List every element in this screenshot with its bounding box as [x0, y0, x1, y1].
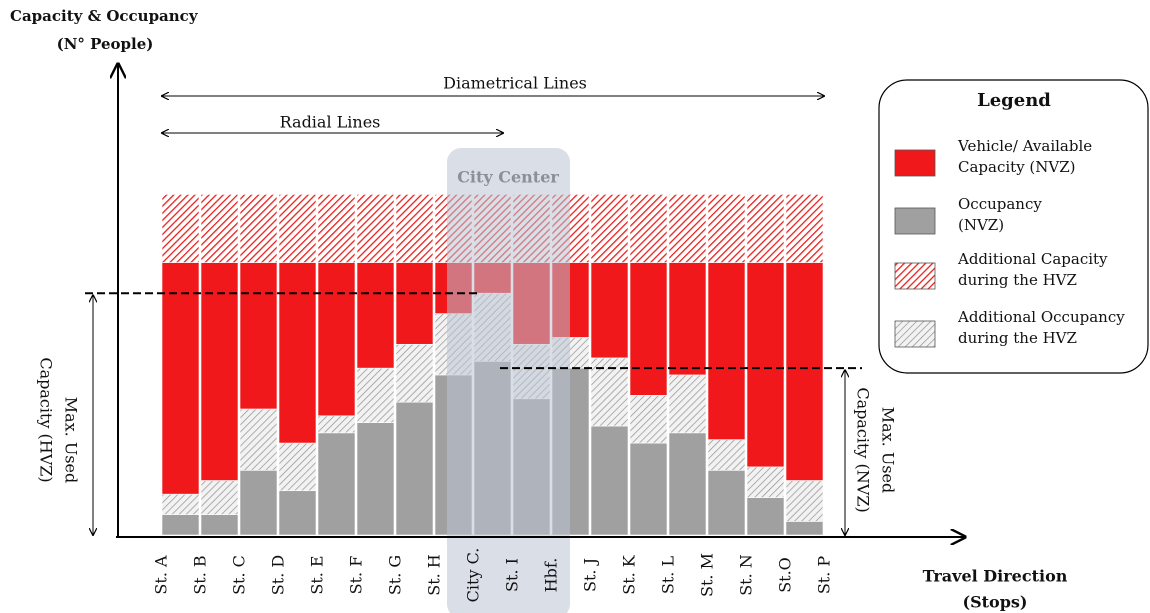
bar-segment [668, 262, 707, 376]
legend-swatch [894, 320, 936, 348]
x-tick-label: Hbf. [542, 558, 561, 593]
x-tick-label: St. M [698, 553, 717, 597]
bar-segment [629, 442, 668, 536]
bar-segment [746, 194, 785, 263]
legend-label: Vehicle/ Available [957, 137, 1092, 155]
bar-segment [356, 422, 395, 536]
bar-segment [239, 469, 278, 536]
bar-segment [707, 439, 746, 471]
bar-segment [785, 262, 824, 481]
legend-swatch [894, 149, 936, 177]
x-tick-label: St. I [503, 558, 522, 592]
bar-segment [161, 514, 200, 536]
bar-segment [317, 262, 356, 417]
bar-segment [668, 374, 707, 434]
legend-label: Additional Occupancy [957, 308, 1125, 326]
overlay: St. A St. B St. C St. D St. E St. F St. G St. H… [85, 137, 1125, 602]
x-axis-title: (Stops) [963, 593, 1028, 612]
legend-title: Legend [977, 90, 1051, 111]
bar-segment [395, 262, 434, 345]
bar-segment [161, 194, 200, 263]
x-tick-label: St. E [308, 555, 327, 594]
x-tick-label: St. H [425, 554, 444, 596]
bar-segment [239, 262, 278, 410]
bar-segment [395, 194, 434, 263]
bar-segment [356, 262, 395, 369]
legend-label: Additional Capacity [957, 250, 1108, 268]
city-center-label: City Center [457, 168, 559, 187]
bar-segment [278, 262, 317, 444]
bar-segment [707, 469, 746, 536]
x-tick-label: St. B [191, 555, 210, 594]
bar-segment [746, 497, 785, 536]
city-center-zone [447, 148, 570, 613]
bar-segment [590, 194, 629, 263]
bar-segment [317, 432, 356, 536]
bar-segment [395, 343, 434, 403]
x-tick-label: City C. [464, 548, 483, 603]
x-tick-label: St. A [152, 555, 171, 595]
bar-segment [161, 493, 200, 515]
x-tick-label: St. L [659, 556, 678, 595]
bar-segment [278, 194, 317, 263]
x-tick-label: St. K [620, 554, 639, 595]
x-tick-label: St. F [347, 556, 366, 595]
span-label: Diametrical Lines [443, 74, 587, 93]
bar-segment [317, 194, 356, 263]
annotation: Capacity (HVZ) [37, 357, 56, 482]
x-tick-label: St.O [776, 557, 795, 593]
x-tick-label: St. G [386, 555, 405, 595]
legend-label: (NVZ) [958, 216, 1004, 234]
x-tick-label: St. D [269, 555, 288, 595]
annotation: Capacity (NVZ) [854, 387, 873, 512]
x-tick-label: St. J [581, 558, 600, 592]
x-tick-label: St. C [230, 555, 249, 595]
bar-segment [200, 480, 239, 515]
bar-segment [395, 401, 434, 536]
legend-label: during the HVZ [958, 329, 1077, 347]
y-axis-title: (N° People) [57, 35, 154, 53]
bar-segment [590, 357, 629, 427]
bar-segment [278, 490, 317, 536]
legend-label: during the HVZ [958, 271, 1077, 289]
bar-segment [785, 480, 824, 522]
bar-segment [707, 262, 746, 440]
bar-segment [317, 415, 356, 434]
bar-segment [629, 262, 668, 396]
bar-segment [590, 262, 629, 359]
bar-segment [356, 194, 395, 263]
bar-segment [239, 408, 278, 471]
bar-segment [668, 432, 707, 536]
bar-segment [239, 194, 278, 263]
legend-swatch [894, 207, 936, 235]
legend-swatch [894, 262, 936, 290]
y-axis-title: Capacity & Occupancy [10, 7, 199, 25]
bar-segment [200, 262, 239, 481]
bar-segment [785, 521, 824, 536]
bar-segment [161, 262, 200, 495]
bar-segment [590, 425, 629, 536]
legend-label: Occupancy [958, 195, 1042, 213]
annotation: Max. Used [62, 397, 81, 484]
bar-segment [746, 466, 785, 498]
x-axis-title: Travel Direction [923, 567, 1068, 586]
bar-segment [746, 262, 785, 468]
legend-label: Capacity (NVZ) [958, 158, 1076, 176]
x-tick-label: St. P [815, 556, 834, 595]
bar-segment [200, 194, 239, 263]
bar-segment [278, 442, 317, 492]
span-label: Radial Lines [280, 113, 381, 132]
bar-segment [356, 367, 395, 423]
bar-segment [629, 395, 668, 444]
bar-segment [668, 194, 707, 263]
annotation: Max. Used [879, 407, 898, 494]
bar-segment [785, 194, 824, 263]
legend-box [878, 79, 1149, 374]
bar-segment [707, 194, 746, 263]
bar-segment [200, 514, 239, 536]
bar-segment [629, 194, 668, 263]
x-tick-label: St. N [737, 554, 756, 596]
